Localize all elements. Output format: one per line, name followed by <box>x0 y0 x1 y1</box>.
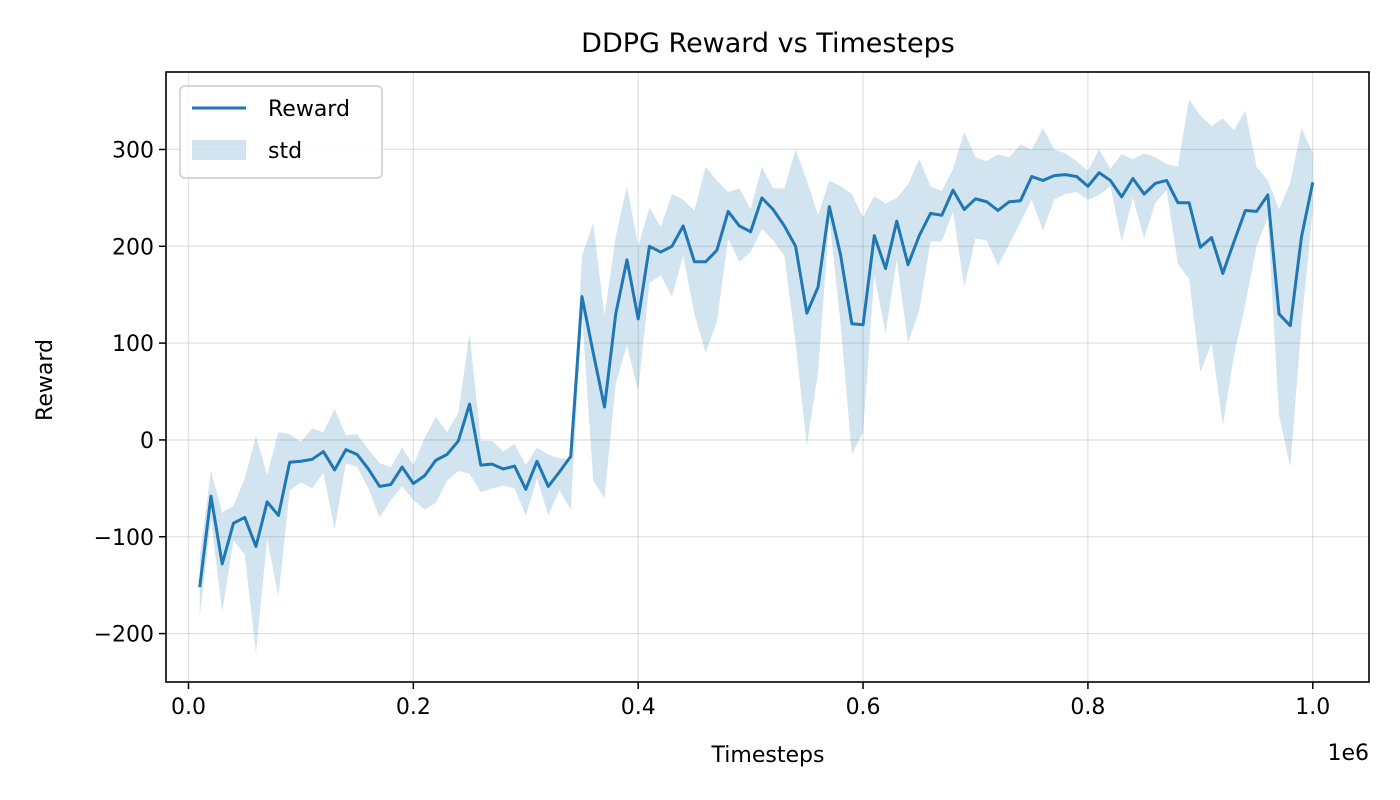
plot-frame <box>165 71 1370 683</box>
x-tick-label: 0.2 <box>396 695 431 720</box>
std-band-layer <box>199 99 1313 653</box>
y-tick-label: 100 <box>112 332 154 357</box>
reward-line <box>198 171 1315 588</box>
chart-title: DDPG Reward vs Timesteps <box>581 28 955 59</box>
x-ticks: 0.0 0.2 0.4 0.6 0.8 1.0 <box>171 682 1330 720</box>
y-ticks: −200 −100 0 100 200 300 <box>94 138 166 648</box>
x-tick-label: 0.4 <box>621 695 656 720</box>
x-tick-label: 0.8 <box>1070 695 1105 720</box>
std-band <box>199 99 1313 653</box>
legend: Reward std <box>179 85 383 179</box>
legend-std-swatch <box>192 140 246 160</box>
y-tick-label: 0 <box>140 429 154 454</box>
y-axis-label: Reward <box>33 339 58 421</box>
y-tick-label: −200 <box>94 623 154 648</box>
y-tick-label: 300 <box>112 138 154 163</box>
x-tick-label: 0.0 <box>171 695 206 720</box>
legend-std-label: std <box>268 139 302 164</box>
x-axis-label: Timesteps <box>711 743 825 768</box>
y-tick-label: 200 <box>112 235 154 260</box>
x-axis-offset-label: 1e6 <box>1327 741 1369 766</box>
y-tick-label: −100 <box>94 526 154 551</box>
x-tick-label: 0.6 <box>846 695 881 720</box>
legend-reward-label: Reward <box>268 97 350 122</box>
x-tick-label: 1.0 <box>1295 695 1330 720</box>
reward-line-layer <box>198 171 1315 588</box>
